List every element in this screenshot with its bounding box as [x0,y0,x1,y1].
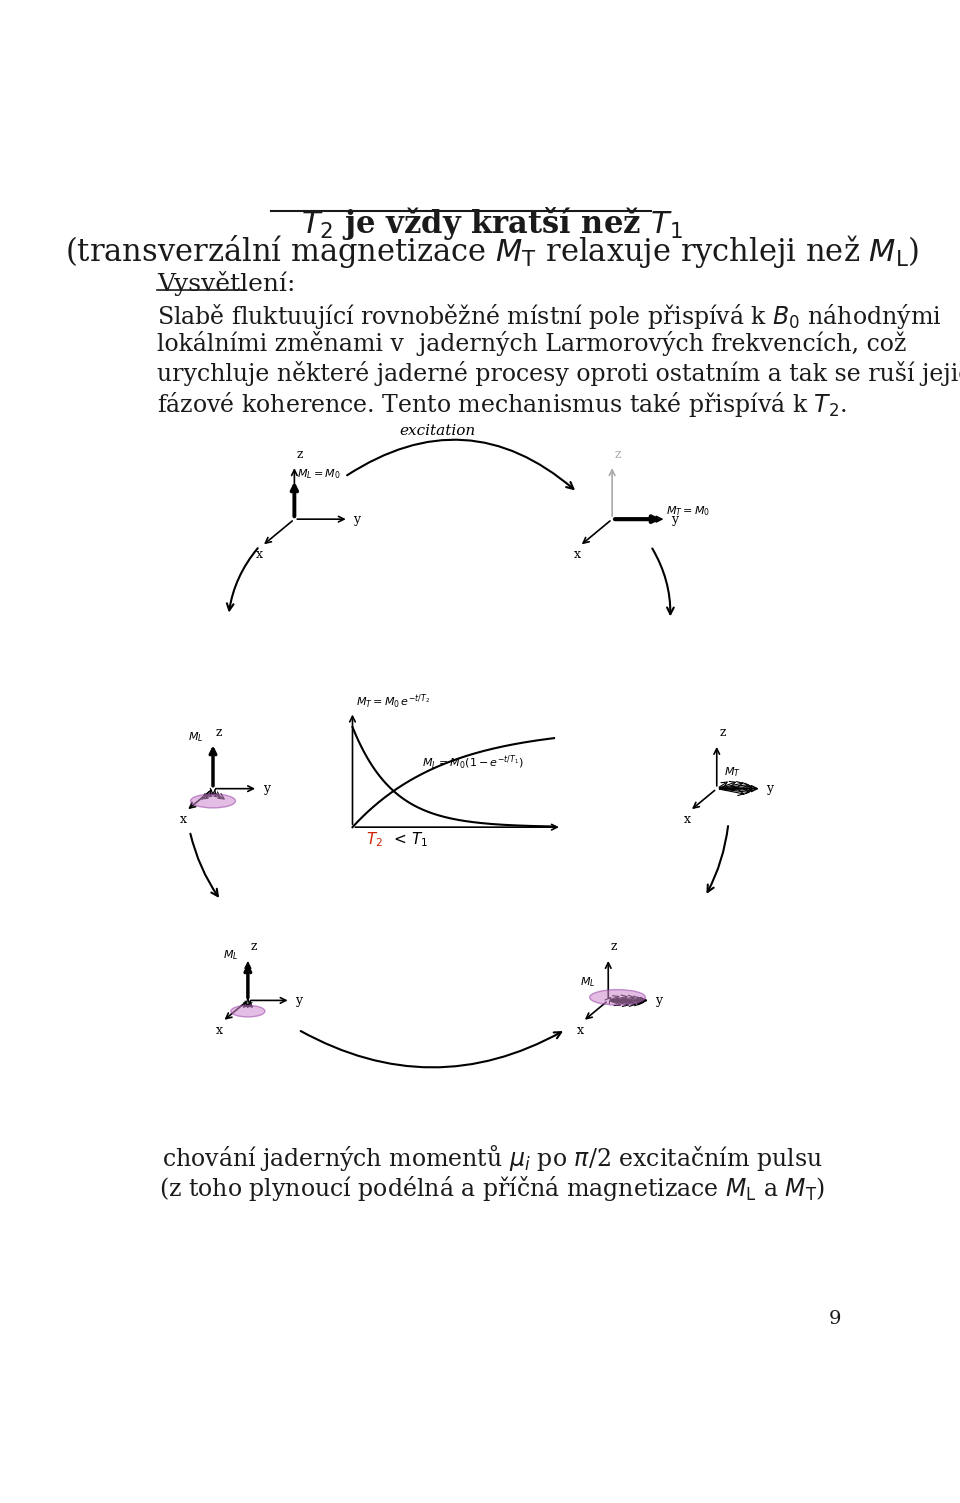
Text: excitation: excitation [399,424,476,439]
Ellipse shape [190,794,235,809]
FancyArrowPatch shape [227,549,257,610]
Text: $M_T = M_0$: $M_T = M_0$ [666,504,710,517]
FancyArrowPatch shape [300,1031,562,1067]
FancyArrowPatch shape [708,827,728,891]
Text: urychluje některé jaderné procesy oproti ostatním a tak se ruší jejich: urychluje některé jaderné procesy oproti… [157,361,960,386]
Text: y: y [295,993,302,1007]
Text: z: z [251,941,256,953]
Text: $T_1$: $T_1$ [411,830,427,849]
FancyArrowPatch shape [348,440,573,488]
Text: $T_2$: $T_2$ [367,830,383,849]
Text: x: x [684,813,690,827]
Text: z: z [297,448,303,460]
FancyArrowPatch shape [190,834,218,896]
Text: $M_T = M_0\, e^{-t/T_2}$: $M_T = M_0\, e^{-t/T_2}$ [356,693,430,711]
Text: lokálními změnami v  jaderných Larmorových frekvencích, což: lokálními změnami v jaderných Larmorovýc… [157,331,906,356]
Text: $M_L$: $M_L$ [581,975,596,989]
Text: y: y [671,513,678,526]
Text: chování jaderných momentů $\mathit{\mu}_i$ po $\pi$/2 excitačním pulsu: chování jaderných momentů $\mathit{\mu}_… [162,1142,822,1172]
Text: z: z [719,726,726,739]
Text: (z toho plynoucí podélná a příčná magnetizace $\mathit{M}_{\mathrm{L}}$ a $\math: (z toho plynoucí podélná a příčná magnet… [158,1174,826,1202]
Text: y: y [656,993,662,1007]
Text: x: x [255,549,263,562]
Text: fázové koherence. Tento mechanismus také přispívá k $\mathit{T}_2$.: fázové koherence. Tento mechanismus také… [157,389,847,419]
Text: z: z [215,726,222,739]
Text: y: y [263,782,270,795]
Text: x: x [573,549,581,562]
Text: Slabě fluktuující rovnoběžné místní pole přispívá k $\mathit{B}_0$ náhodnými: Slabě fluktuující rovnoběžné místní pole… [157,302,942,331]
Text: $M_L$: $M_L$ [223,948,238,962]
Text: $\mathit{T}_2$ je vždy kratší než $\mathit{T}_1$: $\mathit{T}_2$ je vždy kratší než $\math… [301,204,683,242]
Text: y: y [353,513,360,526]
Text: 9: 9 [828,1309,841,1327]
Ellipse shape [230,1006,265,1018]
Text: Vysvětlení:: Vysvětlení: [157,271,296,296]
Text: x: x [576,1024,584,1037]
Text: (transverzální magnetizace $\mathit{M}_{\mathrm{T}}$ relaxuje rychleji než $\mat: (transverzální magnetizace $\mathit{M}_{… [65,233,919,269]
Text: $M_L = M_0\left(1 - e^{-t/T_1}\right)$: $M_L = M_0\left(1 - e^{-t/T_1}\right)$ [422,755,524,773]
Text: x: x [180,813,187,827]
Text: $M_L = M_0$: $M_L = M_0$ [298,467,342,481]
Text: z: z [614,448,621,460]
Text: y: y [766,782,774,795]
Ellipse shape [589,989,645,1006]
FancyArrowPatch shape [652,549,674,615]
Text: $M_T$: $M_T$ [725,765,741,779]
Text: z: z [611,941,617,953]
Text: $<$: $<$ [392,833,407,848]
Text: $M_L$: $M_L$ [188,730,204,744]
Text: x: x [216,1024,223,1037]
